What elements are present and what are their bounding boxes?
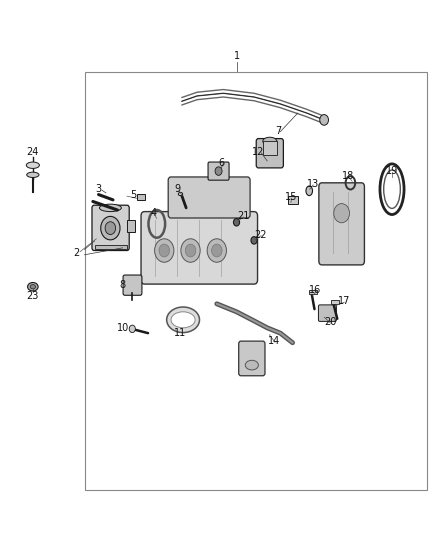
FancyBboxPatch shape [319,183,364,265]
FancyBboxPatch shape [318,305,336,321]
Bar [85,72,427,490]
Text: 6: 6 [218,158,224,167]
Text: 5: 5 [131,190,137,199]
Circle shape [105,222,116,235]
Circle shape [320,115,328,125]
Ellipse shape [166,307,200,333]
Text: 22: 22 [254,230,267,239]
Ellipse shape [27,172,39,177]
Text: 18: 18 [342,171,354,181]
Ellipse shape [306,186,313,196]
Ellipse shape [171,312,195,328]
Circle shape [207,239,226,262]
Circle shape [129,325,135,333]
Text: 14: 14 [268,336,280,346]
Text: 1: 1 [233,51,240,61]
FancyBboxPatch shape [239,341,265,376]
Text: 7: 7 [275,126,281,135]
Ellipse shape [99,204,121,212]
Text: 17: 17 [338,296,350,306]
Text: 20: 20 [325,318,337,327]
FancyBboxPatch shape [123,275,142,295]
Text: 16: 16 [309,286,321,295]
Text: 12: 12 [252,147,265,157]
Circle shape [101,216,120,240]
Ellipse shape [245,360,258,370]
Ellipse shape [28,282,38,291]
Ellipse shape [178,192,183,196]
Circle shape [181,239,200,262]
Text: 13: 13 [307,179,319,189]
Text: 11: 11 [173,328,186,338]
Circle shape [251,237,257,244]
Circle shape [155,239,174,262]
Text: 21: 21 [237,211,249,221]
Circle shape [159,244,170,257]
FancyBboxPatch shape [256,139,283,168]
Ellipse shape [26,162,39,168]
Text: 3: 3 [95,184,102,194]
Circle shape [185,244,196,257]
Text: 8: 8 [120,280,126,290]
Text: 9: 9 [174,184,180,194]
Bar [127,220,135,232]
Text: 19: 19 [386,166,398,175]
FancyBboxPatch shape [168,177,250,218]
FancyBboxPatch shape [141,212,258,284]
Bar [263,141,277,155]
Bar [288,196,298,204]
Text: 15: 15 [285,192,297,202]
Circle shape [215,167,222,175]
Circle shape [334,204,350,223]
Bar [331,300,339,304]
Bar [137,194,145,200]
FancyBboxPatch shape [208,162,229,180]
Bar [309,290,317,294]
Text: 10: 10 [117,323,129,333]
Bar [95,245,127,249]
Text: 23: 23 [27,291,39,301]
Text: 24: 24 [27,147,39,157]
Circle shape [212,244,222,257]
Text: 4: 4 [150,208,156,218]
Text: 2: 2 [74,248,80,258]
Circle shape [233,219,240,226]
FancyBboxPatch shape [92,205,129,251]
Ellipse shape [30,285,35,289]
Ellipse shape [263,137,277,146]
